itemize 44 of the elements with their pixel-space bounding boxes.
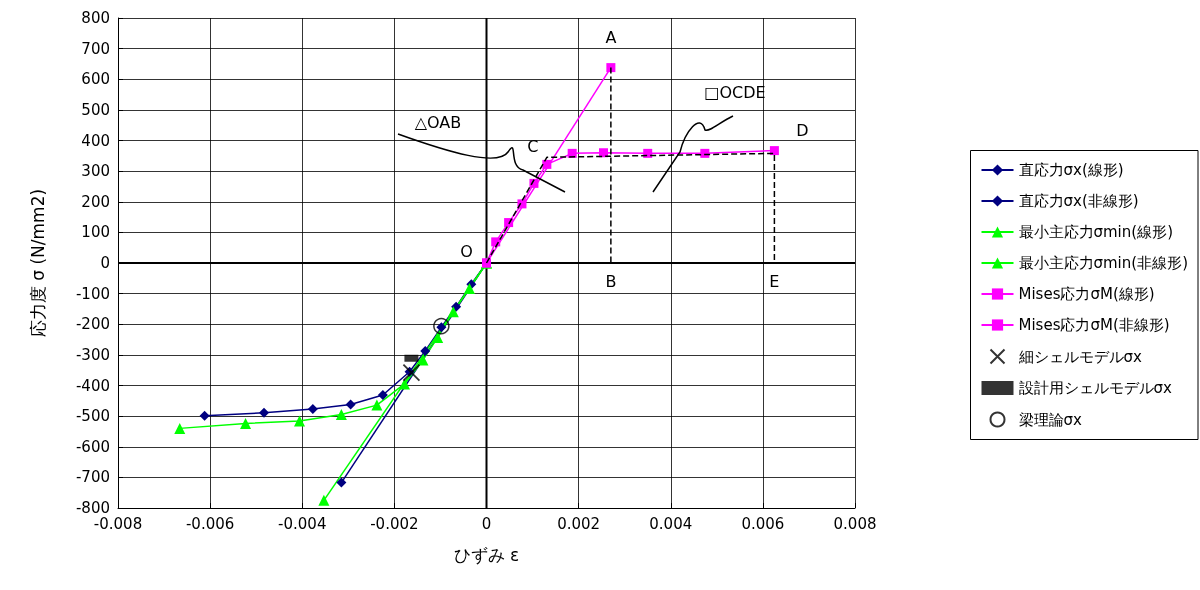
annotation: D bbox=[796, 121, 809, 141]
x-tick-label: 0.006 bbox=[741, 514, 785, 533]
legend-label: 直応力σx(線形) bbox=[1018, 161, 1124, 179]
x-tick-label: 0.008 bbox=[833, 514, 877, 533]
legend-label: 直応力σx(非線形) bbox=[1018, 192, 1139, 210]
y-tick-label: -600 bbox=[75, 437, 110, 456]
y-tick-label: 800 bbox=[81, 9, 110, 27]
y-tick-label: 400 bbox=[81, 131, 110, 150]
x-tick-label: 0.004 bbox=[649, 514, 693, 533]
y-tick-label: 0 bbox=[100, 254, 110, 272]
x-tick-label: -0.002 bbox=[370, 514, 419, 533]
y-tick-label: -400 bbox=[75, 376, 110, 395]
annotation: C bbox=[527, 136, 539, 156]
y-tick-label: 600 bbox=[81, 70, 110, 89]
y-axis-title: 応力度 σ (N/mm2) bbox=[27, 188, 48, 338]
legend-label: 最小主応力σmin(非線形) bbox=[1018, 254, 1188, 272]
y-tick-label: -300 bbox=[75, 345, 110, 364]
annotation: E bbox=[769, 271, 780, 291]
x-tick-label: -0.006 bbox=[185, 514, 235, 533]
annotation: △OAB bbox=[414, 112, 462, 132]
x-tick-label: 0.002 bbox=[557, 514, 601, 533]
y-tick-label: -700 bbox=[75, 468, 110, 487]
annotation: A bbox=[605, 28, 617, 48]
y-tick-label: 500 bbox=[81, 100, 110, 119]
y-tick-label: -100 bbox=[75, 284, 110, 303]
legend-label: Mises応力σM(線形) bbox=[1018, 285, 1155, 303]
legend-label: 最小主応力σmin(線形) bbox=[1018, 223, 1173, 241]
legend-label: 設計用シェルモデルσx bbox=[1018, 379, 1173, 397]
legend-label: 梁理論σx bbox=[1018, 410, 1083, 429]
y-tick-label: -800 bbox=[75, 499, 110, 517]
x-tick-label: 0 bbox=[481, 514, 492, 533]
y-tick-label: -500 bbox=[75, 407, 110, 426]
x-axis-title: ひずみ ε bbox=[453, 544, 520, 565]
annotation: B bbox=[605, 271, 617, 291]
y-tick-label: 300 bbox=[81, 162, 110, 181]
y-tick-label: 700 bbox=[81, 39, 110, 58]
legend-label: Mises応力σM(非線形) bbox=[1018, 316, 1170, 334]
y-tick-label: 100 bbox=[81, 223, 110, 242]
legend-label: 細シェルモデルσx bbox=[1017, 347, 1143, 366]
x-tick-label: -0.008 bbox=[93, 514, 143, 533]
y-tick-label: -200 bbox=[75, 315, 110, 334]
y-tick-label: 200 bbox=[81, 192, 110, 211]
x-tick-label: -0.004 bbox=[278, 514, 327, 533]
annotation: O bbox=[460, 241, 473, 261]
